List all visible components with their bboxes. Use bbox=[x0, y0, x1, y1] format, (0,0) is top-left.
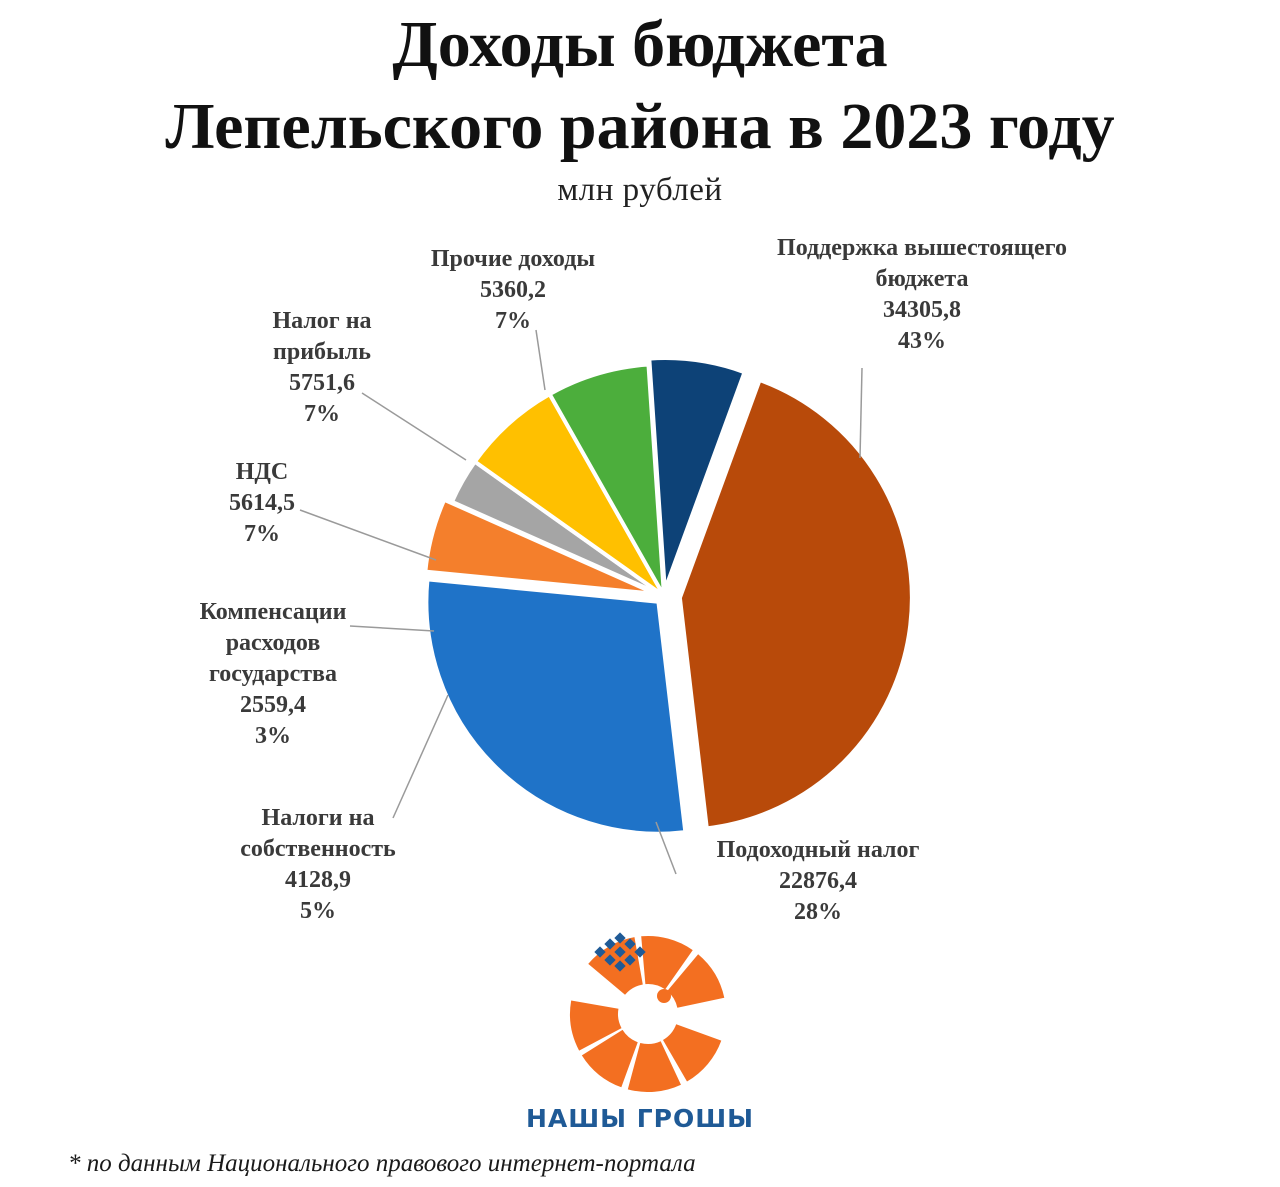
slice-label-name: Компенсации bbox=[199, 599, 347, 625]
slice-percent: 7% bbox=[244, 521, 280, 547]
leader-line-1 bbox=[655, 821, 677, 875]
slice-label-name: прибыль bbox=[273, 339, 371, 365]
slice-label-name: государства bbox=[208, 661, 337, 687]
pie-slice-5 bbox=[546, 362, 666, 597]
slice-percent: 5% bbox=[300, 898, 336, 924]
slice-value: 5614,5 bbox=[229, 490, 295, 516]
slice-label-name: Поддержка вышестоящего bbox=[777, 235, 1067, 261]
logo-brand-name: НАШЫ ГРОШЫ bbox=[525, 1104, 755, 1133]
slice-label-name: Налоги на bbox=[261, 805, 375, 831]
slice-label-name: Прочие доходы bbox=[430, 246, 596, 272]
slice-percent: 43% bbox=[898, 328, 946, 354]
slice-value: 34305,8 bbox=[883, 297, 961, 323]
chart-title-line-1: Доходы бюджета bbox=[392, 8, 888, 81]
leader-line-5 bbox=[361, 392, 467, 461]
slice-label-1: Подоходный налог 22876,4 28% bbox=[717, 835, 920, 928]
logo-ray-1 bbox=[641, 936, 693, 990]
leader-line-4 bbox=[299, 509, 437, 561]
logo-ray-4 bbox=[627, 1041, 681, 1092]
slice-label-0: Поддержка вышестоящего бюджета 34305,8 43% bbox=[777, 233, 1067, 357]
pie-slice-1 bbox=[424, 577, 688, 836]
leader-lines bbox=[299, 329, 863, 875]
pie-slice-2 bbox=[423, 497, 658, 596]
slice-label-name: Налог на bbox=[272, 308, 372, 334]
slice-value: 22876,4 bbox=[778, 868, 857, 894]
logo-ray-5 bbox=[581, 1029, 638, 1088]
logo-ray-3 bbox=[663, 1024, 722, 1082]
nashy-groshy-logo bbox=[570, 932, 725, 1092]
slice-value: 5360,2 bbox=[479, 277, 546, 303]
slice-label-2: Налоги на собственность 4128,9 5% bbox=[240, 803, 396, 927]
slice-label-name: Подоходный налог bbox=[716, 837, 920, 863]
slice-value: 5751,6 bbox=[288, 370, 355, 396]
slice-label-6: Прочие доходы 5360,2 7% bbox=[431, 244, 595, 337]
leader-line-0 bbox=[859, 367, 863, 459]
leader-line-3 bbox=[349, 625, 435, 632]
slice-label-name: НДС bbox=[235, 459, 289, 485]
slice-percent: 7% bbox=[494, 308, 531, 334]
slice-label-name: собственность bbox=[240, 836, 396, 862]
slice-percent: 7% bbox=[303, 401, 340, 427]
slice-percent: 28% bbox=[793, 899, 842, 925]
leader-line-2 bbox=[392, 694, 449, 819]
slice-label-5: Налог на прибыль 5751,6 7% bbox=[272, 306, 371, 430]
slice-label-name: бюджета bbox=[875, 266, 969, 292]
slice-value: 4128,9 bbox=[285, 867, 351, 893]
slice-value: 2559,4 bbox=[240, 692, 306, 718]
logo-ray-2 bbox=[667, 954, 725, 1008]
leader-line-6 bbox=[535, 329, 546, 391]
chart-unit-subtitle: млн рублей bbox=[557, 172, 723, 208]
slice-percent: 3% bbox=[255, 723, 291, 749]
slice-label-name: расходов bbox=[225, 630, 321, 656]
source-footnote: * по данным Национального правового инте… bbox=[68, 1150, 696, 1177]
pie-slices bbox=[423, 356, 914, 836]
chart-title-line-2: Лепельского района в 2023 году bbox=[165, 90, 1115, 163]
logo-ray-6 bbox=[570, 1000, 622, 1051]
logo-dot bbox=[657, 989, 671, 1003]
pie-slice-0 bbox=[677, 377, 914, 831]
pie-slice-6 bbox=[647, 356, 748, 591]
logo-sun-rays bbox=[570, 936, 725, 1092]
slice-label-4: НДС 5614,5 7% bbox=[229, 457, 295, 550]
slice-label-3: Компенсации расходов государства 2559,4 3% bbox=[200, 597, 347, 752]
